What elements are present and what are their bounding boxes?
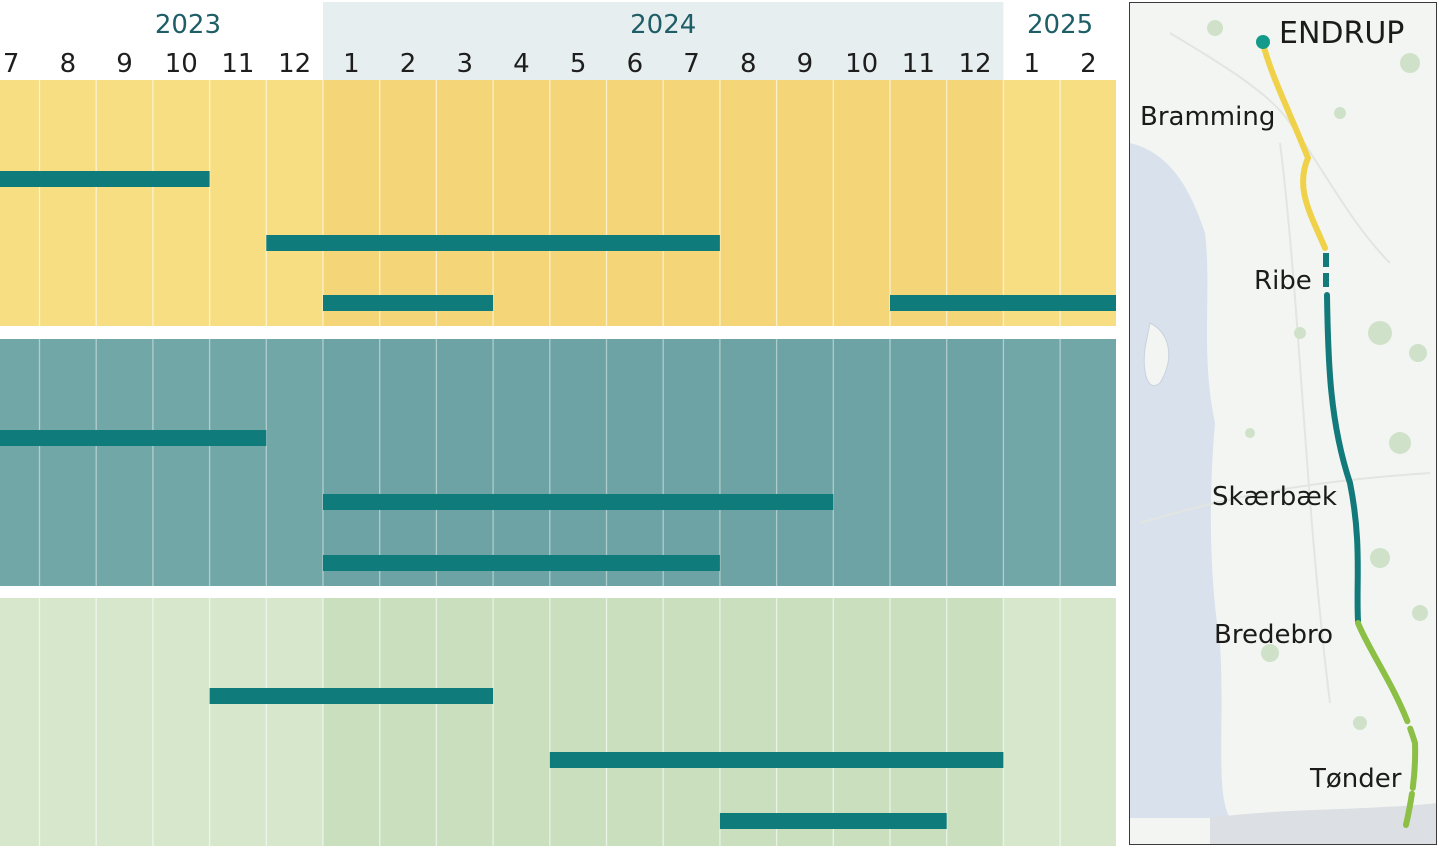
month-label: 2 [400,49,417,79]
route-map: ENDRUP Bramming Ribe Skærbæk Bredebro Tø… [1129,2,1437,845]
road [1169,32,1391,264]
task-bar [209,688,494,704]
route-segment-green [1355,620,1419,828]
task-bar [323,295,494,311]
station-label-tonder: Tønder [1309,764,1402,794]
task-bar [719,813,947,829]
month-label: 4 [513,49,530,79]
month-label: 10 [165,49,198,79]
task-bar [890,295,1116,311]
month-label: 1 [1023,49,1040,79]
station-label-skaerbaek: Skærbæk [1212,482,1337,512]
task-bar [0,430,267,446]
station-marker [1256,35,1270,49]
task-bar [323,555,720,571]
month-label: 7 [683,49,700,79]
wadden-sea [1130,143,1230,818]
island [1143,322,1170,386]
month-label: 12 [959,49,992,79]
month-label: 9 [116,49,133,79]
station-label-ribe: Ribe [1254,266,1312,296]
month-label: 11 [902,49,935,79]
month-label: 1 [343,49,360,79]
month-label: 8 [740,49,757,79]
task-bar [549,752,1004,768]
forest-patches [1207,20,1428,730]
route-segment-teal [1324,292,1361,624]
month-label: 6 [627,49,644,79]
month-label: 2 [1080,49,1097,79]
year-highlight-band [323,2,1004,80]
group-year-highlight [323,339,1004,586]
road [1139,472,1431,524]
task-bar [323,494,834,510]
year-label: 2025 [1027,10,1093,40]
map-canvas: ENDRUP Bramming Ribe Skærbæk Bredebro Tø… [1130,16,1436,844]
month-label: 5 [570,49,587,79]
month-label: 8 [60,49,77,79]
year-label: 2023 [155,10,221,40]
month-label: 12 [278,49,311,79]
month-label: 7 [3,49,20,79]
station-label-bredebro: Bredebro [1214,620,1333,650]
month-label: 9 [797,49,814,79]
year-label: 2024 [630,10,696,40]
month-label: 11 [221,49,254,79]
task-bar [266,235,720,251]
bottom-water [1210,803,1436,844]
month-label: 10 [845,49,878,79]
month-label: 3 [456,49,473,79]
station-label-bramming: Bramming [1140,102,1275,132]
road [1279,142,1331,704]
task-bar [0,171,210,187]
station-label-endrup: ENDRUP [1279,16,1404,51]
route-segment-yellow [1260,40,1328,251]
